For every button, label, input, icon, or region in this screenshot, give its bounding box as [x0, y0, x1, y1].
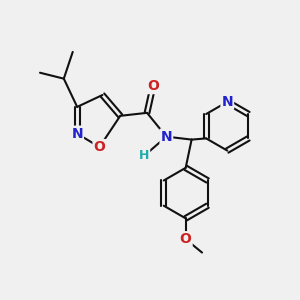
Text: N: N [221, 95, 233, 109]
Text: N: N [160, 130, 172, 144]
Text: H: H [139, 149, 149, 162]
Text: O: O [94, 140, 105, 154]
Text: O: O [147, 79, 159, 93]
Text: O: O [180, 232, 192, 246]
Text: N: N [71, 127, 83, 141]
